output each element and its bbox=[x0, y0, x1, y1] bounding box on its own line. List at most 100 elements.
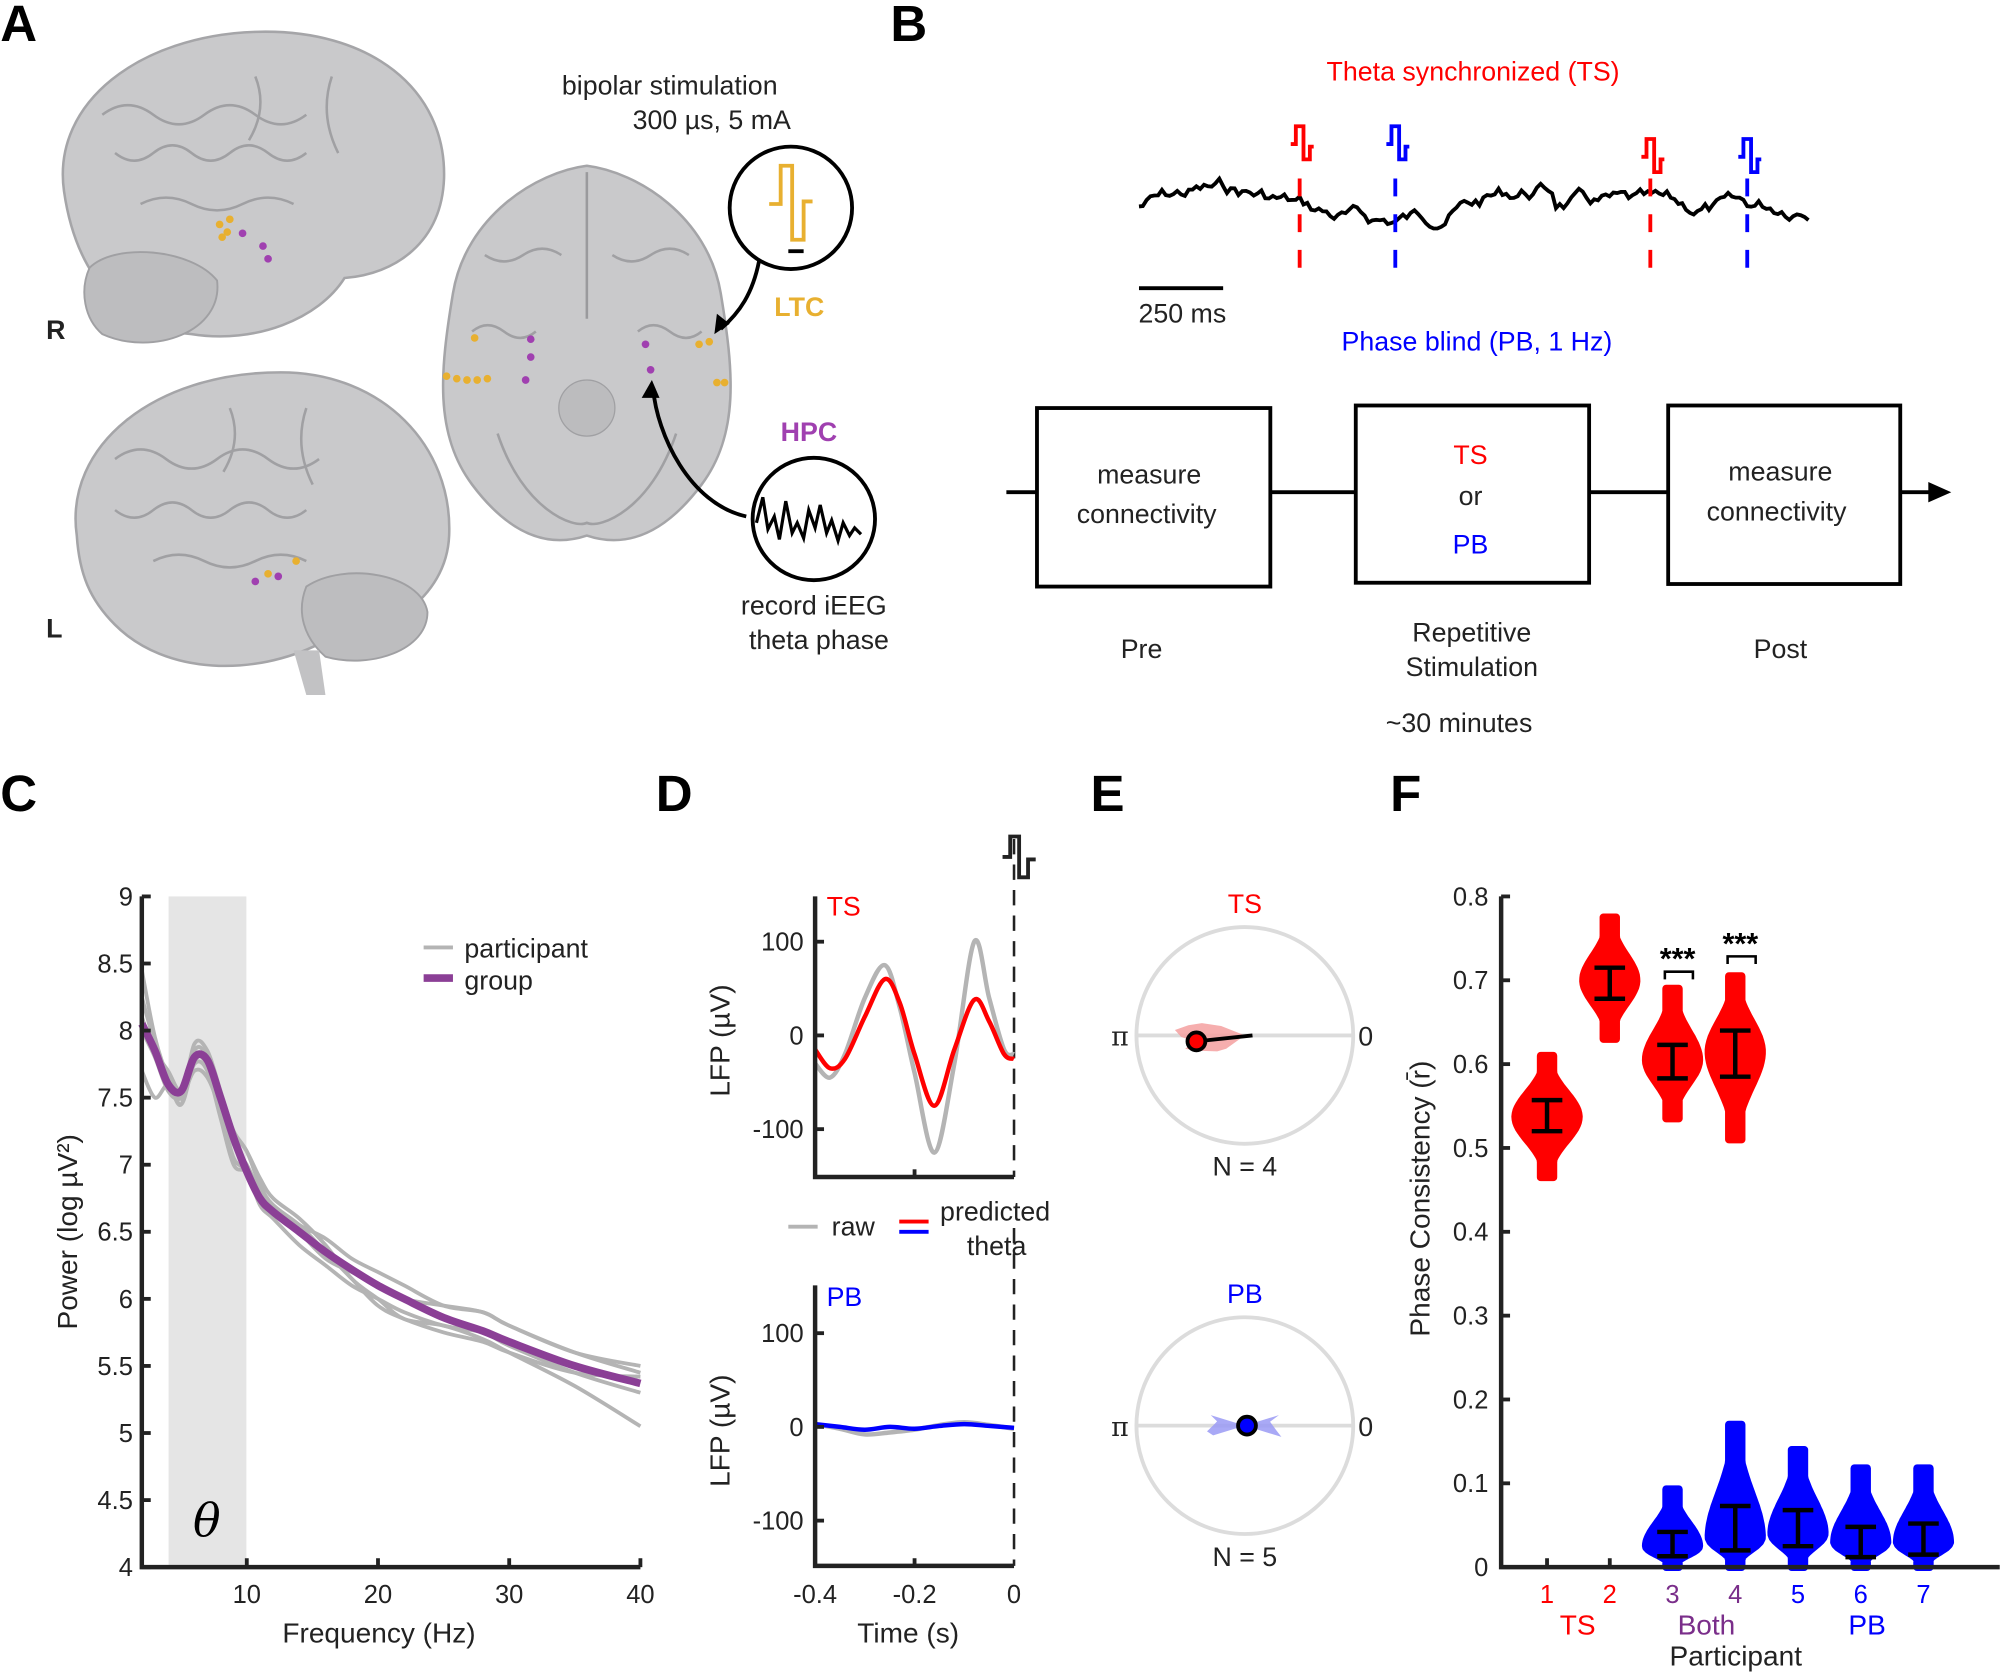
panel-b: Theta synchronized (TS) 250 ms Phase bli… bbox=[1006, 56, 1952, 738]
y-tick-label: 0.2 bbox=[1453, 1386, 1488, 1414]
y-tick-label: 8 bbox=[119, 1018, 133, 1046]
x-tick-label: 40 bbox=[626, 1581, 654, 1609]
y-tick-label: 5 bbox=[119, 1420, 133, 1448]
y-tick-label: 6 bbox=[119, 1286, 133, 1314]
violin-pb-p7 bbox=[1892, 1464, 1955, 1571]
y-tick-label: 0 bbox=[789, 1022, 803, 1050]
significance-stars: *** bbox=[1660, 942, 1696, 976]
confidence-interval bbox=[1657, 1042, 1688, 1081]
hemisphere-label-r: R bbox=[46, 315, 65, 345]
d-axes bbox=[812, 1285, 1015, 1569]
mean-vector-tip bbox=[1236, 1414, 1258, 1437]
panel-c-chart: θ 4 4.5 5 5.5 6 6.5 7 7.5 8 8.5 9 10 20 30 40 Frequenc… bbox=[52, 883, 655, 1648]
panel-label-a: A bbox=[0, 0, 37, 52]
theta-phase-label: theta phase bbox=[749, 625, 889, 655]
legend-participant: participant bbox=[464, 934, 588, 964]
confidence-interval bbox=[1594, 965, 1626, 1001]
legend-group: group bbox=[464, 966, 532, 996]
ts-title: Theta synchronized (TS) bbox=[1327, 56, 1620, 86]
hpc-label: HPC bbox=[781, 417, 838, 447]
legend-predicted: predicted bbox=[940, 1196, 1050, 1226]
x-tick-label: 3 bbox=[1665, 1581, 1679, 1609]
panel-e: TS π 0 N = 4 PB π 0 N = 5 bbox=[1111, 889, 1373, 1572]
x-tick-label: -0.4 bbox=[793, 1581, 837, 1609]
y-tick-label: 0.1 bbox=[1453, 1470, 1488, 1498]
legend-theta: theta bbox=[967, 1231, 1027, 1261]
pre-box: measure connectivity bbox=[1035, 406, 1273, 589]
violin-pb-p6 bbox=[1830, 1464, 1892, 1571]
theta-band-label: θ bbox=[193, 1494, 221, 1548]
y-tick-label: 0.6 bbox=[1453, 1051, 1488, 1079]
x-tick-label: 10 bbox=[233, 1581, 261, 1609]
scale-bar-label: 250 ms bbox=[1138, 299, 1226, 329]
y-tick-label: 0 bbox=[789, 1414, 803, 1442]
c-x-axis-label: Frequency (Hz) bbox=[282, 1617, 475, 1648]
confidence-interval bbox=[1531, 1097, 1563, 1134]
confidence-interval bbox=[1782, 1507, 1814, 1549]
d-pb-label: PB bbox=[827, 1282, 863, 1312]
x-tick-label: 20 bbox=[364, 1581, 392, 1609]
angle-label-zero: 0 bbox=[1358, 1412, 1373, 1442]
c-axes bbox=[139, 896, 641, 1570]
x-tick-label: 0 bbox=[1007, 1581, 1021, 1609]
y-tick-label: 0.3 bbox=[1453, 1303, 1488, 1331]
f-y-axis-label: Phase Consistency (r̄) bbox=[1405, 1061, 1436, 1337]
y-tick-label: 0.5 bbox=[1453, 1135, 1488, 1163]
legend-raw: raw bbox=[832, 1212, 876, 1242]
violin-pb-p4 bbox=[1704, 1420, 1766, 1571]
y-tick-label: 100 bbox=[761, 1320, 804, 1348]
duration-label: ~30 minutes bbox=[1386, 708, 1533, 738]
stim-box-pb: PB bbox=[1453, 529, 1489, 559]
pulse-marker-icon bbox=[1738, 137, 1762, 175]
polar-title: TS bbox=[1228, 889, 1262, 919]
eeg-recording-icon bbox=[750, 455, 877, 583]
significance-bracket bbox=[1726, 955, 1757, 965]
brain-left-lateral bbox=[74, 371, 451, 695]
y-tick-label: 0.7 bbox=[1453, 967, 1488, 995]
panel-d: -100 0 100 -100 0 100 -0.4 -0.2 0 TS PB LFP (µV… bbox=[705, 834, 1050, 1648]
hemisphere-label-l: L bbox=[46, 614, 62, 644]
y-tick-label: -100 bbox=[753, 1508, 804, 1536]
pre-box-line2: connectivity bbox=[1077, 499, 1217, 529]
pulse-marker-icon bbox=[1641, 137, 1665, 175]
confidence-interval bbox=[1908, 1521, 1939, 1557]
x-tick-label: 7 bbox=[1916, 1581, 1930, 1609]
pulse-marker-icon bbox=[1386, 124, 1410, 162]
group-line bbox=[138, 1022, 642, 1388]
panel-label-d: D bbox=[656, 765, 693, 822]
d-pb-chart: -100 0 100 -0.4 -0.2 0 bbox=[753, 1227, 1021, 1609]
timeline-arrow-icon bbox=[1928, 482, 1952, 503]
panel-label-b: B bbox=[890, 0, 927, 52]
d-axes bbox=[812, 896, 1015, 1180]
brain-ventral bbox=[441, 164, 732, 542]
x-tick-label: 2 bbox=[1603, 1581, 1617, 1609]
eeg-trace bbox=[1138, 175, 1810, 231]
c-y-axis-label: Power (log µV²) bbox=[52, 1134, 83, 1329]
pulse-marker-icon bbox=[1290, 124, 1314, 162]
panel-f-chart: *** *** 00.10.20.30.40.50.60.70.81 2 3 4 5 6 7 … bbox=[1405, 883, 2000, 1671]
d-x-axis-label: Time (s) bbox=[857, 1617, 959, 1648]
y-tick-label: 0.8 bbox=[1453, 883, 1488, 911]
f-group-ts: TS bbox=[1560, 1610, 1596, 1641]
y-tick-label: 8.5 bbox=[97, 950, 132, 978]
pre-box-line1: measure bbox=[1097, 459, 1201, 489]
y-tick-label: 0.4 bbox=[1453, 1219, 1488, 1247]
x-tick-label: -0.2 bbox=[893, 1581, 937, 1609]
n-label: N = 4 bbox=[1212, 1152, 1277, 1182]
polar-plot-ts: TS π 0 N = 4 bbox=[1111, 889, 1373, 1182]
x-tick-label: 1 bbox=[1540, 1581, 1554, 1609]
confidence-interval bbox=[1657, 1529, 1688, 1559]
arrow-to-ltc bbox=[719, 261, 761, 331]
post-box: measure connectivity bbox=[1666, 403, 1903, 586]
raw-lfp-line bbox=[813, 937, 1015, 1155]
f-group-both: Both bbox=[1678, 1610, 1736, 1641]
predicted-theta-line bbox=[814, 1421, 1015, 1432]
y-tick-label: 4.5 bbox=[97, 1487, 132, 1515]
stimulation-label: bipolar stimulation bbox=[562, 70, 778, 100]
post-caption: Post bbox=[1754, 634, 1808, 664]
theta-band bbox=[168, 896, 247, 1568]
pb-title: Phase blind (PB, 1 Hz) bbox=[1342, 327, 1613, 357]
stimulation-markers bbox=[1290, 124, 1762, 284]
d-ts-y-axis-label: LFP (µV) bbox=[705, 984, 736, 1096]
y-tick-label: 7 bbox=[119, 1152, 133, 1180]
